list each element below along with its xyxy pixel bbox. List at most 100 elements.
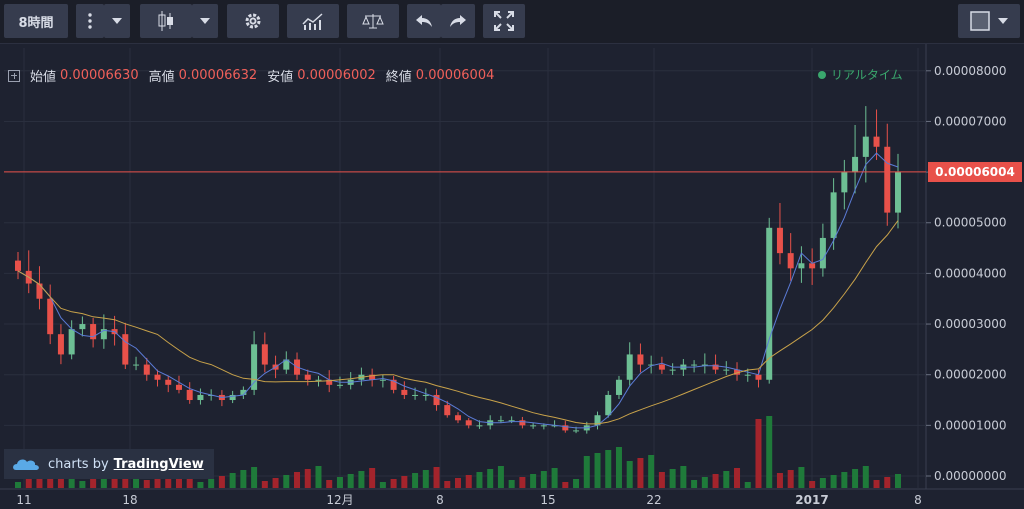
- fullscreen-icon: [494, 11, 514, 31]
- volume-bar: [895, 474, 901, 488]
- expand-icon[interactable]: [8, 69, 20, 82]
- candle-body: [369, 374, 376, 380]
- volume-bar: [240, 470, 247, 488]
- candle-body: [412, 394, 419, 396]
- volume-bar: [605, 450, 612, 488]
- interval-label: 8時間: [18, 15, 54, 31]
- realtime-indicator: リアルタイム: [818, 66, 903, 83]
- candle-body: [261, 344, 268, 365]
- volume-bar: [540, 471, 547, 488]
- volume-bar: [530, 474, 537, 488]
- volume-bar: [444, 481, 451, 488]
- chevron-down-icon: [200, 18, 210, 24]
- brand-name-link[interactable]: TradingView: [113, 456, 204, 472]
- chart-type-button[interactable]: [140, 4, 192, 38]
- candle-body: [530, 425, 537, 427]
- settings-button[interactable]: [227, 4, 279, 38]
- candle-body: [562, 425, 569, 431]
- candle-body: [658, 364, 665, 370]
- chart-type-dropdown-button[interactable]: [192, 4, 218, 38]
- volume-bar: [819, 478, 826, 488]
- candle-body: [68, 329, 75, 355]
- candle-body: [862, 136, 869, 157]
- volume-bar: [465, 475, 472, 488]
- candle-body: [766, 227, 773, 380]
- moving-average-short-line: [17, 152, 899, 429]
- price-axis-panel: [926, 44, 1024, 509]
- candle-body: [712, 364, 719, 370]
- candle-body: [691, 364, 698, 366]
- volume-bar: [111, 472, 118, 488]
- open-label: 始値: [30, 70, 57, 85]
- fullscreen-button[interactable]: [483, 4, 525, 38]
- volume-bar: [304, 469, 311, 488]
- candle-body: [326, 379, 333, 385]
- tradingview-brand[interactable]: charts by TradingView: [4, 449, 214, 479]
- candle-body: [197, 394, 204, 401]
- volume-bar: [852, 469, 859, 488]
- live-dot-icon: [818, 71, 826, 79]
- compare-button[interactable]: [347, 4, 399, 38]
- volume-bar: [79, 481, 86, 488]
- volume-bar: [401, 476, 408, 488]
- candle-body: [122, 334, 129, 365]
- x-tick-label: 8: [914, 493, 922, 507]
- high-value: 0.00006632: [178, 68, 258, 83]
- volume-bar: [57, 470, 64, 488]
- close-label: 終値: [385, 70, 412, 85]
- indicators-icon: [302, 13, 323, 30]
- undo-button[interactable]: [407, 4, 441, 38]
- volume-bar: [798, 467, 805, 488]
- candle-body: [895, 172, 901, 213]
- volume-bar: [422, 470, 429, 488]
- volume-bar: [573, 479, 580, 488]
- candle-body: [615, 379, 622, 395]
- y-tick-label: 0.00001000: [934, 418, 1007, 432]
- volume-bar: [508, 480, 515, 488]
- x-tick-label: 11: [16, 493, 31, 507]
- volume-bar: [562, 482, 569, 488]
- y-tick-label: 0.00000000: [934, 469, 1007, 483]
- volume-bar: [175, 471, 182, 488]
- x-tick-label: 2017: [795, 493, 828, 507]
- candle-body: [648, 364, 655, 366]
- candle-body: [444, 405, 451, 416]
- interval-dropdown-button[interactable]: [104, 4, 130, 38]
- candle-body: [390, 379, 397, 390]
- close-value: 0.00006004: [415, 68, 495, 83]
- redo-button[interactable]: [441, 4, 475, 38]
- interval-button[interactable]: 8時間: [4, 4, 68, 38]
- candle-body: [315, 379, 322, 381]
- volume-bar: [701, 477, 708, 488]
- color-theme-button[interactable]: [958, 4, 1020, 38]
- volume-bar: [873, 480, 880, 488]
- candle-body: [229, 394, 236, 401]
- chevron-down-icon: [998, 18, 1008, 24]
- color-swatch-icon: [970, 11, 990, 31]
- indicators-button[interactable]: [287, 4, 339, 38]
- moving-average-long-line: [17, 220, 899, 425]
- candle-body: [798, 263, 805, 269]
- open-value: 0.00006630: [60, 68, 139, 83]
- redo-icon: [450, 15, 466, 27]
- candle-body: [422, 394, 429, 396]
- candle-body: [165, 379, 172, 385]
- chevron-down-icon: [112, 18, 122, 24]
- candle-body: [251, 344, 258, 390]
- candle-body: [573, 430, 580, 432]
- volume-bar: [261, 481, 268, 488]
- price-chart[interactable]: 0.000080000.000070000.000060000.00005000…: [0, 44, 1024, 509]
- candle-body: [755, 374, 762, 380]
- candle-body: [852, 156, 859, 173]
- cloud-logo-icon: [13, 459, 39, 470]
- candle-body: [476, 425, 483, 427]
- candle-body: [304, 374, 311, 380]
- candle-body: [744, 374, 751, 376]
- volume-bar: [830, 475, 837, 488]
- y-tick-label: 0.00003000: [934, 317, 1007, 331]
- volume-bar: [47, 473, 54, 488]
- candle-body: [36, 283, 43, 299]
- volume-bar: [251, 467, 258, 488]
- more-options-button[interactable]: [76, 4, 104, 38]
- volume-bar: [25, 479, 32, 488]
